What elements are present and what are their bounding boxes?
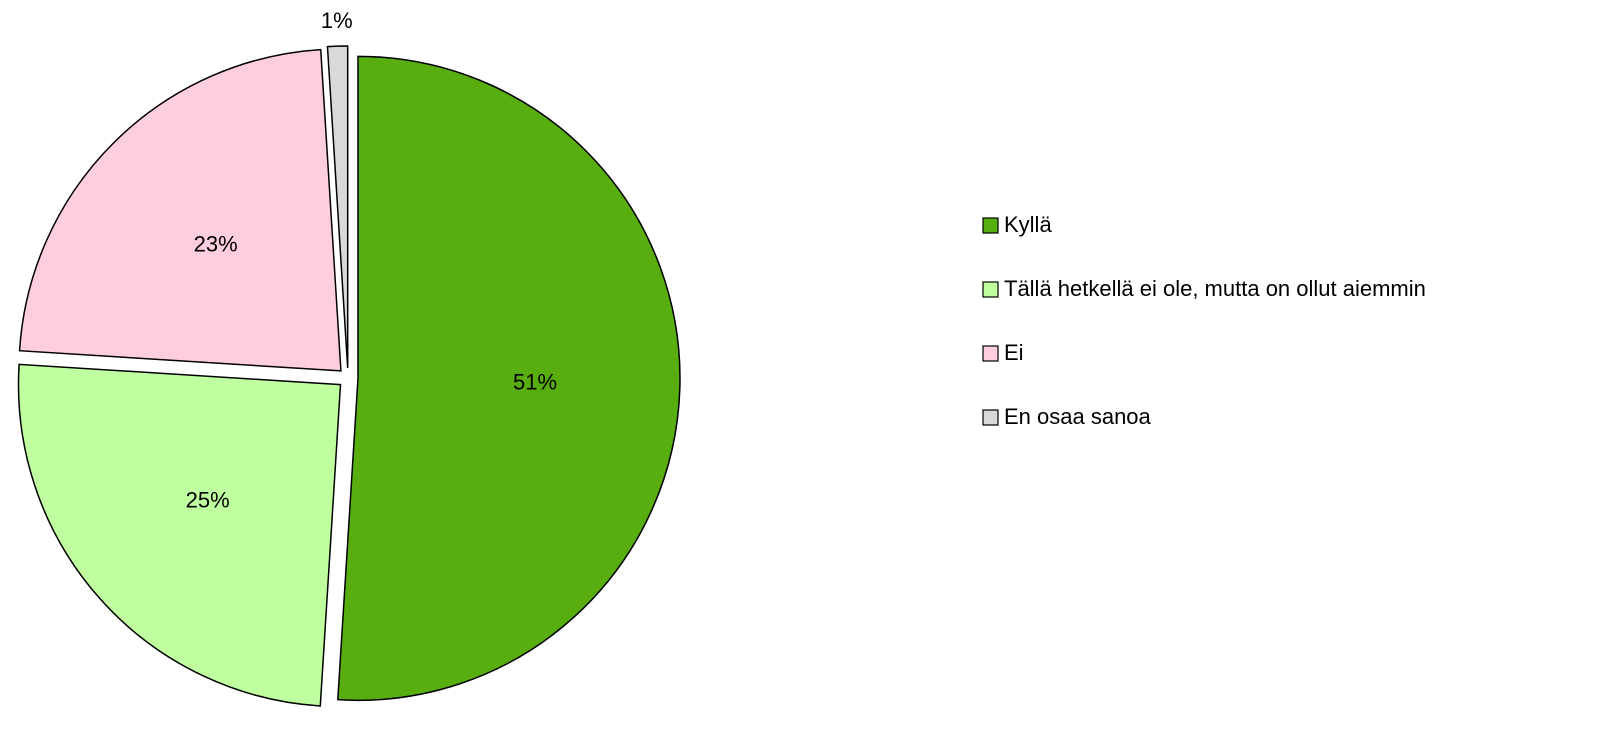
legend-label: Kyllä	[1004, 212, 1052, 237]
legend-label: En osaa sanoa	[1004, 404, 1152, 429]
data-label: 23%	[194, 232, 238, 257]
pie-slice	[18, 48, 342, 372]
legend-swatch	[982, 217, 999, 234]
legend-swatch	[982, 281, 999, 298]
legend-swatch	[982, 409, 999, 426]
data-label: 25%	[186, 488, 230, 513]
pie-slice	[326, 45, 349, 369]
data-label: 51%	[513, 370, 557, 395]
data-label: 1%	[321, 8, 353, 33]
legend-label: Tällä hetkellä ei ole, mutta on ollut ai…	[1004, 276, 1426, 301]
legend-swatch	[982, 345, 999, 362]
legend-label: Ei	[1004, 340, 1024, 365]
pie-slice	[336, 55, 681, 702]
pie-slice	[17, 363, 342, 707]
